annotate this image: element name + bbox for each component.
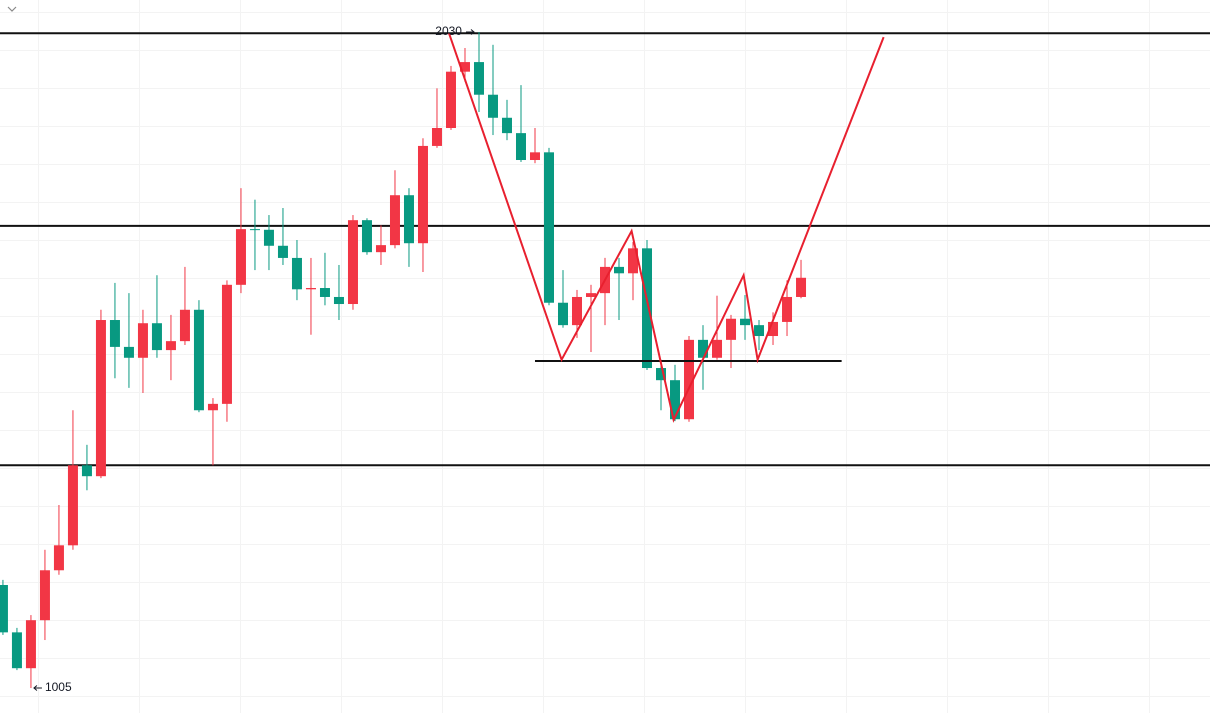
candle-body bbox=[431, 128, 442, 146]
low-arrow bbox=[33, 685, 42, 691]
candle-body bbox=[628, 248, 639, 274]
candle-body bbox=[11, 632, 22, 669]
candle-body bbox=[221, 284, 232, 404]
candle-body bbox=[207, 403, 218, 411]
candle-body bbox=[249, 229, 260, 231]
candle-body bbox=[375, 245, 386, 253]
candle-body bbox=[670, 380, 681, 420]
candle-body bbox=[53, 545, 64, 571]
low-label: 1005 bbox=[45, 680, 72, 694]
collapse-icon[interactable] bbox=[7, 6, 17, 12]
candle-body bbox=[684, 339, 695, 420]
candle-body bbox=[796, 277, 807, 297]
candle-body bbox=[263, 229, 274, 246]
candle-body bbox=[333, 296, 344, 305]
candle-body bbox=[501, 117, 512, 134]
candle-body bbox=[642, 248, 653, 369]
high-arrow bbox=[465, 29, 475, 35]
candle-body bbox=[123, 346, 134, 358]
candle-body bbox=[67, 465, 78, 546]
candle-body bbox=[305, 288, 316, 290]
candle-body bbox=[614, 266, 625, 274]
candle-body bbox=[445, 71, 456, 129]
candle-body bbox=[726, 318, 737, 340]
candle-body bbox=[768, 321, 779, 337]
candle-body bbox=[25, 620, 36, 669]
candle-body bbox=[277, 245, 288, 258]
candle-body bbox=[459, 62, 470, 72]
candle-body bbox=[291, 257, 302, 290]
candle-body bbox=[361, 220, 372, 253]
candle-body bbox=[151, 323, 162, 351]
candle-body bbox=[81, 465, 92, 477]
candle-body bbox=[165, 341, 176, 351]
candle-body bbox=[417, 145, 428, 244]
candle-body bbox=[403, 195, 414, 244]
candle-body bbox=[740, 318, 751, 326]
candle-body bbox=[389, 195, 400, 246]
candle-body bbox=[487, 94, 498, 118]
candle-body bbox=[571, 296, 582, 326]
candle-body bbox=[347, 220, 358, 305]
candle-body bbox=[698, 339, 709, 358]
candle-body bbox=[235, 229, 246, 285]
candle-body bbox=[515, 133, 526, 161]
candle-body bbox=[754, 325, 765, 337]
candle-body bbox=[95, 320, 106, 477]
high-label: 2030 bbox=[435, 24, 462, 38]
candle-body bbox=[0, 584, 8, 633]
candle-body bbox=[543, 152, 554, 303]
candle-body bbox=[39, 570, 50, 621]
candle-body bbox=[782, 296, 793, 322]
candle-body bbox=[473, 62, 484, 95]
candle-body bbox=[193, 309, 204, 411]
candle-body bbox=[109, 320, 120, 347]
zigzag-line bbox=[448, 32, 885, 423]
candle-body bbox=[179, 309, 190, 342]
candle-body bbox=[137, 323, 148, 358]
candle-body bbox=[712, 339, 723, 358]
candle-body bbox=[529, 152, 540, 161]
candle-body bbox=[557, 302, 568, 326]
candle-body bbox=[656, 368, 667, 381]
candle-body bbox=[585, 293, 596, 297]
candle-body bbox=[319, 288, 330, 297]
